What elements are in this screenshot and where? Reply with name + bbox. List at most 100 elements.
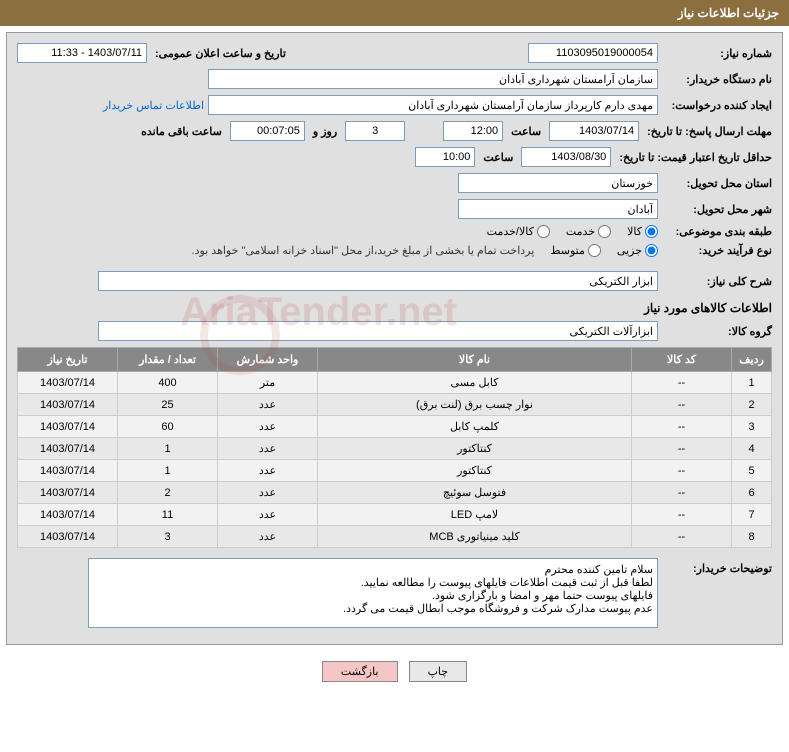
summary-label: شرح کلی نیاز: <box>662 275 772 288</box>
cat-goods-label: کالا <box>627 225 642 238</box>
pt-minor-radio[interactable] <box>645 244 658 257</box>
need-number-input[interactable] <box>528 43 658 63</box>
table-cell: کلید مینیاتوری MCB <box>318 526 632 548</box>
response-time-input[interactable] <box>443 121 503 141</box>
table-cell: 1403/07/14 <box>18 482 118 504</box>
requester-input[interactable] <box>208 95 658 115</box>
payment-note: پرداخت تمام یا بخشی از مبلغ خرید،از محل … <box>192 244 535 257</box>
table-row: 3--کلمپ کابلعدد601403/07/14 <box>18 416 772 438</box>
table-header-cell: تاریخ نیاز <box>18 348 118 372</box>
table-cell: کنتاکتور <box>318 438 632 460</box>
table-row: 1--کابل مسیمتر4001403/07/14 <box>18 372 772 394</box>
table-cell: 7 <box>732 504 772 526</box>
table-cell: 60 <box>118 416 218 438</box>
delivery-city-input[interactable] <box>458 199 658 219</box>
table-cell: 4 <box>732 438 772 460</box>
buyer-org-input[interactable] <box>208 69 658 89</box>
purchase-type-label: نوع فرآیند خرید: <box>662 244 772 257</box>
buyer-org-label: نام دستگاه خریدار: <box>662 73 772 86</box>
table-cell: عدد <box>218 482 318 504</box>
cat-goods-service-radio[interactable] <box>537 225 550 238</box>
buyer-contact-link[interactable]: اطلاعات تماس خریدار <box>103 99 204 112</box>
table-row: 4--کنتاکتورعدد11403/07/14 <box>18 438 772 460</box>
price-time-input[interactable] <box>415 147 475 167</box>
table-cell: متر <box>218 372 318 394</box>
need-number-label: شماره نیاز: <box>662 47 772 60</box>
table-cell: 25 <box>118 394 218 416</box>
table-cell: -- <box>632 416 732 438</box>
table-cell: 1403/07/14 <box>18 504 118 526</box>
table-header-cell: تعداد / مقدار <box>118 348 218 372</box>
remaining-label: ساعت باقی مانده <box>137 125 226 138</box>
table-cell: عدد <box>218 504 318 526</box>
pt-medium-label: متوسط <box>550 244 585 257</box>
requester-label: ایجاد کننده درخواست: <box>662 99 772 112</box>
table-header-cell: واحد شمارش <box>218 348 318 372</box>
response-date-input[interactable] <box>549 121 639 141</box>
table-cell: 1403/07/14 <box>18 394 118 416</box>
table-cell: -- <box>632 438 732 460</box>
table-cell: -- <box>632 372 732 394</box>
response-deadline-label: مهلت ارسال پاسخ: تا تاریخ: <box>643 125 772 138</box>
table-cell: 2 <box>118 482 218 504</box>
print-button[interactable]: چاپ <box>409 661 468 682</box>
goods-group-label: گروه کالا: <box>662 325 772 338</box>
table-cell: عدد <box>218 438 318 460</box>
table-cell: 1403/07/14 <box>18 372 118 394</box>
notes-textarea[interactable] <box>88 558 658 628</box>
delivery-city-label: شهر محل تحویل: <box>662 203 772 216</box>
goods-group-input[interactable] <box>98 321 658 341</box>
table-cell: -- <box>632 482 732 504</box>
days-input[interactable] <box>345 121 405 141</box>
remaining-time-input[interactable] <box>230 121 305 141</box>
table-header-row: ردیفکد کالانام کالاواحد شمارشتعداد / مقد… <box>18 348 772 372</box>
table-cell: 1403/07/14 <box>18 460 118 482</box>
table-cell: کلمپ کابل <box>318 416 632 438</box>
back-button[interactable]: بازگشت <box>322 661 398 682</box>
notes-label: توضیحات خریدار: <box>662 558 772 575</box>
table-cell: 2 <box>732 394 772 416</box>
delivery-province-input[interactable] <box>458 173 658 193</box>
table-header-cell: ردیف <box>732 348 772 372</box>
table-cell: 1403/07/14 <box>18 526 118 548</box>
announce-datetime-input[interactable] <box>17 43 147 63</box>
table-cell: عدد <box>218 394 318 416</box>
category-label: طبقه بندی موضوعی: <box>662 225 772 238</box>
time-label-1: ساعت <box>507 125 545 138</box>
table-cell: -- <box>632 394 732 416</box>
page-title: جزئیات اطلاعات نیاز <box>678 6 779 20</box>
pt-medium-radio[interactable] <box>588 244 601 257</box>
table-cell: 400 <box>118 372 218 394</box>
table-cell: عدد <box>218 526 318 548</box>
days-and-label: روز و <box>309 125 341 138</box>
table-cell: 1 <box>118 460 218 482</box>
table-header-cell: کد کالا <box>632 348 732 372</box>
table-cell: عدد <box>218 416 318 438</box>
price-validity-label: حداقل تاریخ اعتبار قیمت: تا تاریخ: <box>615 151 772 164</box>
table-cell: عدد <box>218 460 318 482</box>
cat-service-label: خدمت <box>566 225 595 238</box>
table-row: 6--فتوسل سوئیچعدد21403/07/14 <box>18 482 772 504</box>
cat-goods-radio[interactable] <box>645 225 658 238</box>
time-label-2: ساعت <box>479 151 517 164</box>
cat-goods-service-label: کالا/خدمت <box>487 225 534 238</box>
table-header-cell: نام کالا <box>318 348 632 372</box>
table-cell: نوار چسب برق (لنت برق) <box>318 394 632 416</box>
table-cell: -- <box>632 460 732 482</box>
page-header: جزئیات اطلاعات نیاز <box>0 0 789 26</box>
table-cell: 1 <box>118 438 218 460</box>
table-cell: 3 <box>732 416 772 438</box>
table-cell: 1403/07/14 <box>18 438 118 460</box>
table-cell: لامپ LED <box>318 504 632 526</box>
table-cell: 5 <box>732 460 772 482</box>
price-date-input[interactable] <box>521 147 611 167</box>
table-cell: 1403/07/14 <box>18 416 118 438</box>
table-cell: کنتاکتور <box>318 460 632 482</box>
pt-minor-label: جزیی <box>617 244 642 257</box>
cat-service-radio[interactable] <box>598 225 611 238</box>
table-cell: کابل مسی <box>318 372 632 394</box>
summary-input[interactable] <box>98 271 658 291</box>
table-cell: 11 <box>118 504 218 526</box>
goods-table: ردیفکد کالانام کالاواحد شمارشتعداد / مقد… <box>17 347 772 548</box>
table-row: 2--نوار چسب برق (لنت برق)عدد251403/07/14 <box>18 394 772 416</box>
